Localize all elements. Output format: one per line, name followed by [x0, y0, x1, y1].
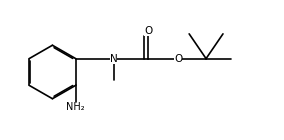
Text: O: O: [174, 54, 182, 64]
Text: N: N: [110, 54, 117, 64]
Text: O: O: [144, 26, 153, 36]
Text: NH₂: NH₂: [66, 102, 85, 112]
